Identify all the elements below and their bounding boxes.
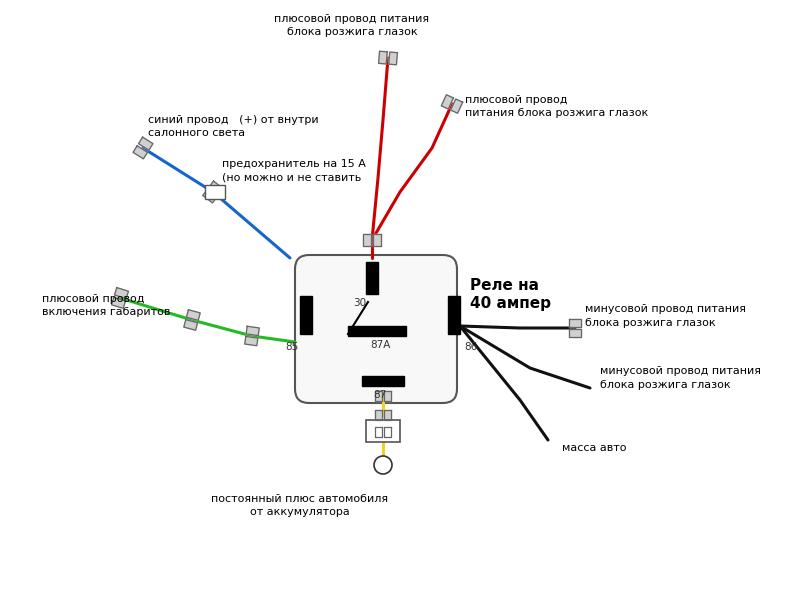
Polygon shape [442,95,454,109]
Text: 85: 85 [285,342,298,352]
Polygon shape [203,189,217,203]
Text: постоянный плюс автомобиля
от аккумулятора: постоянный плюс автомобиля от аккумулято… [212,494,389,517]
Polygon shape [375,427,382,437]
Text: минусовой провод питания
блока розжига глазок: минусовой провод питания блока розжига г… [600,367,761,390]
Polygon shape [384,409,391,421]
FancyBboxPatch shape [295,255,457,403]
Polygon shape [184,319,197,330]
Polygon shape [450,99,462,113]
Polygon shape [209,181,224,194]
Text: синий провод   (+) от внутри
салонного света: синий провод (+) от внутри салонного све… [148,115,319,138]
Bar [362,376,404,386]
Polygon shape [375,409,382,421]
Polygon shape [384,427,391,437]
Bar [366,262,378,294]
Text: 40 ампер: 40 ампер [470,296,551,311]
Polygon shape [246,326,259,335]
Polygon shape [569,319,581,327]
Text: 87A: 87A [370,340,390,350]
Polygon shape [363,234,370,246]
Text: масса авто: масса авто [562,443,626,453]
Circle shape [374,456,392,474]
Polygon shape [384,390,391,402]
Polygon shape [186,310,200,321]
Text: 87: 87 [374,390,387,400]
Bar [366,420,400,442]
Polygon shape [112,297,125,308]
Polygon shape [139,137,153,150]
Bar [205,185,225,199]
Text: 30: 30 [353,298,366,308]
Bar [348,326,406,336]
Polygon shape [245,337,258,346]
Polygon shape [374,234,381,246]
Polygon shape [389,52,397,65]
Text: предохранитель на 15 А
(но можно и не ставить: предохранитель на 15 А (но можно и не ст… [222,159,366,182]
Text: Реле на: Реле на [470,278,539,293]
Text: 86: 86 [464,342,477,352]
Text: плюсовой провод
питания блока розжига глазок: плюсовой провод питания блока розжига гл… [465,95,648,118]
Polygon shape [378,51,387,64]
Text: минусовой провод питания
блока розжига глазок: минусовой провод питания блока розжига г… [585,305,746,327]
Text: плюсовой провод
включения габаритов: плюсовой провод включения габаритов [42,294,170,317]
Polygon shape [114,287,128,299]
Bar [448,296,460,334]
Text: плюсовой провод питания
блока розжига глазок: плюсовой провод питания блока розжига гл… [274,14,430,37]
Polygon shape [375,390,382,402]
Polygon shape [133,146,147,159]
Bar [300,296,312,334]
Polygon shape [569,329,581,337]
